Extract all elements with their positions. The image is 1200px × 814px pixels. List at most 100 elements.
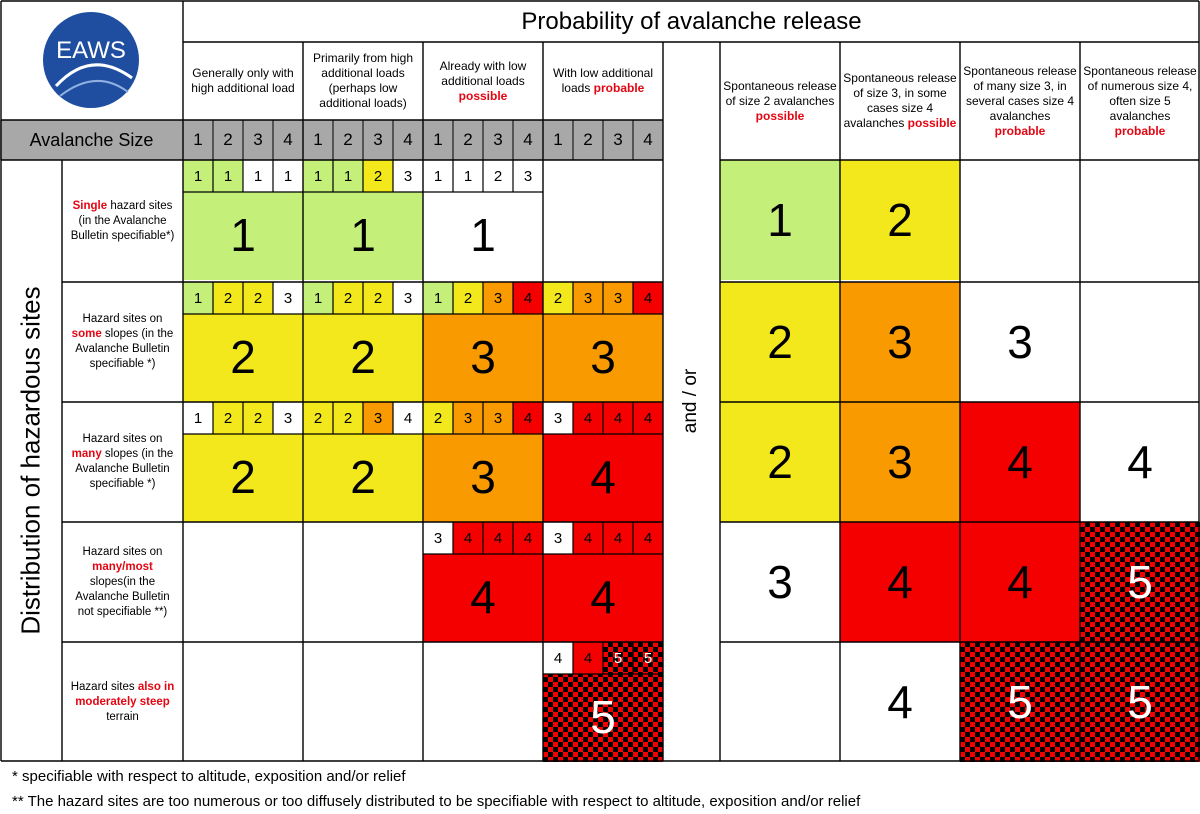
header-part: Generally only with high additional load xyxy=(191,66,295,95)
danger-level-number: 2 xyxy=(350,331,376,383)
header-text: Generally only with high additional load xyxy=(186,66,300,96)
size-number: 2 xyxy=(453,120,483,160)
danger-level-cell: 4 xyxy=(1080,402,1200,522)
size-sub-level: 3 xyxy=(273,402,303,434)
danger-level-number: 4 xyxy=(1007,436,1033,488)
sub-outline-path xyxy=(423,282,543,315)
size-sub-level: 1 xyxy=(303,160,333,192)
header-text: Primarily from high additional loads (pe… xyxy=(306,51,420,111)
size-sub-level: 3 xyxy=(543,402,573,434)
header-part: Spontaneous release of size 3, in some c… xyxy=(843,71,957,130)
sub-outline xyxy=(423,160,543,193)
danger-level-number: 4 xyxy=(887,676,913,728)
header-part: Spontaneous release of many size 3, in s… xyxy=(963,63,1077,123)
size-sub-level: 2 xyxy=(243,402,273,434)
sub-outline-path xyxy=(543,642,663,675)
danger-level-cell: 4 xyxy=(960,522,1080,642)
size-number: 1 xyxy=(423,120,453,160)
size-sub-level: 2 xyxy=(363,160,393,192)
sub-outline xyxy=(423,522,543,555)
spontaneous-column-header: Spontaneous release of many size 3, in s… xyxy=(960,42,1080,160)
danger-level-number: 3 xyxy=(887,436,913,488)
danger-level-number: 4 xyxy=(590,451,616,503)
probability-column-header: Primarily from high additional loads (pe… xyxy=(303,42,423,120)
distribution-row-header: Hazard sites on many slopes (in the Aval… xyxy=(62,402,183,522)
avalanche-size-label: Avalanche Size xyxy=(0,120,183,160)
size-sub-level: 4 xyxy=(513,402,543,434)
danger-level-cell: 5 xyxy=(960,642,1080,762)
sub-outline xyxy=(183,282,303,315)
size-number: 4 xyxy=(633,120,663,160)
row-header-part: slopes (in the Avalanche Bulletin specif… xyxy=(75,448,174,490)
spontaneous-column-header: Spontaneous release of size 3, in some c… xyxy=(840,42,960,160)
sub-outline-path xyxy=(183,160,303,193)
row-header-part: Hazard sites xyxy=(70,680,138,693)
size-sub-level: 4 xyxy=(573,402,603,434)
size-sub-level: 3 xyxy=(453,402,483,434)
size-number: 1 xyxy=(543,120,573,160)
danger-level-number: 4 xyxy=(1007,556,1033,608)
size-sub-level: 1 xyxy=(423,160,453,192)
header-part: Already with low additional loads xyxy=(439,58,527,88)
row-header-text: Hazard sites also in moderately steep te… xyxy=(68,680,177,725)
size-sub-level: 5 xyxy=(643,649,653,667)
sub-outline-path xyxy=(543,402,663,435)
sub-outline-path xyxy=(423,160,543,193)
danger-level-number: 3 xyxy=(470,451,496,503)
header-part: probable xyxy=(1114,123,1166,138)
sub-outline-path xyxy=(183,282,303,315)
size-sub-level: 4 xyxy=(513,282,543,314)
row-header-part: also in moderately steep xyxy=(75,680,175,708)
header-text: With low additional loads probable xyxy=(546,66,660,96)
danger-level-number: 4 xyxy=(470,571,496,623)
sub-outline xyxy=(303,160,423,193)
row-header-part: many xyxy=(71,448,102,460)
sub-outline xyxy=(543,402,663,435)
header-text: Already with low additional loads possib… xyxy=(426,59,540,104)
danger-level-cell: 3 xyxy=(840,402,960,522)
danger-level-number: 3 xyxy=(1007,316,1033,368)
checkered-fill xyxy=(1080,642,1200,762)
danger-level-number: 5 xyxy=(1127,676,1153,728)
header-text: Spontaneous release of numerous size 4, … xyxy=(1083,64,1197,139)
distribution-row-header: Hazard sites on many/most slopes(in the … xyxy=(62,522,183,642)
sub-outline xyxy=(183,160,303,193)
danger-level-number: 3 xyxy=(887,316,913,368)
danger-level-number: 2 xyxy=(767,316,793,368)
danger-level-cell: 1 xyxy=(720,160,840,280)
size-sub-level: 1 xyxy=(273,160,303,192)
danger-level-number: 2 xyxy=(350,451,376,503)
header-part: Spontaneous release of size 2 avalanches xyxy=(723,78,837,108)
danger-level-cell: 5 xyxy=(1080,522,1200,642)
sub-outline-path xyxy=(303,402,423,435)
size-sub-level: 2 xyxy=(423,402,453,434)
danger-level-cell: 4 xyxy=(840,642,960,762)
size-sub-level: 2 xyxy=(333,402,363,434)
eaws-logo: EAWS xyxy=(36,8,146,112)
checkered-fill xyxy=(1080,522,1200,642)
size-number: 2 xyxy=(573,120,603,160)
danger-level-number: 2 xyxy=(887,194,913,246)
sub-outline xyxy=(423,282,543,315)
sub-checker xyxy=(633,642,663,674)
size-sub-level: 1 xyxy=(243,160,273,192)
size-sub-level: 4 xyxy=(483,522,513,554)
size-sub-level: 2 xyxy=(213,402,243,434)
sub-checker-rect xyxy=(633,642,663,674)
size-sub-level: 2 xyxy=(333,282,363,314)
size-sub-level: 5 xyxy=(613,649,623,667)
size-sub-level: 3 xyxy=(513,160,543,192)
size-sub-level: 3 xyxy=(423,522,453,554)
sub-outline xyxy=(543,282,663,315)
size-sub-level: 1 xyxy=(213,160,243,192)
size-sub-level: 3 xyxy=(273,282,303,314)
header-part: possible xyxy=(458,88,508,103)
probability-column-header: With low additional loads probable xyxy=(543,42,663,120)
size-sub-level: 3 xyxy=(573,282,603,314)
footnote-1: * specifiable with respect to altitude, … xyxy=(12,768,406,785)
